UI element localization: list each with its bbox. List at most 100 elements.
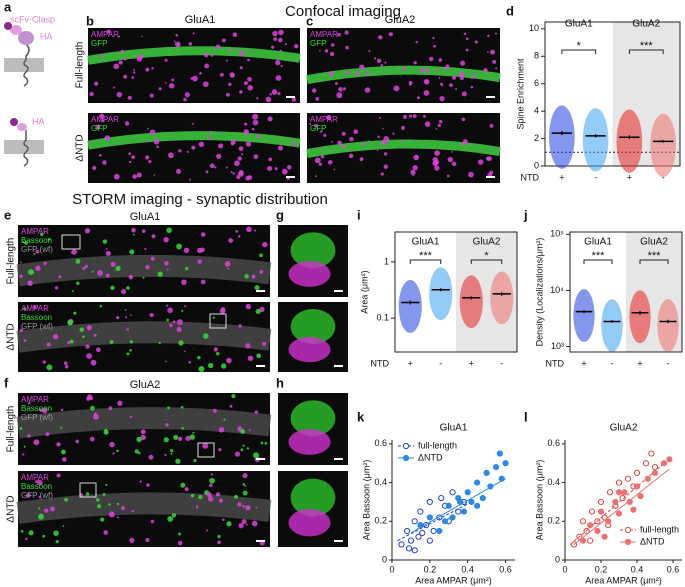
speckle bbox=[230, 171, 233, 174]
group-label: GluA1 bbox=[584, 237, 612, 248]
speckle bbox=[185, 266, 189, 271]
speckle bbox=[140, 429, 146, 435]
speckle bbox=[89, 436, 95, 442]
speckle bbox=[126, 286, 130, 290]
speckle bbox=[121, 288, 127, 295]
speckle bbox=[75, 439, 80, 444]
point bbox=[449, 489, 456, 496]
speckle bbox=[412, 174, 414, 177]
significance-bracket bbox=[470, 259, 503, 264]
speckle bbox=[141, 35, 143, 38]
legend-marker bbox=[402, 442, 410, 450]
speckle bbox=[471, 73, 476, 78]
speckle bbox=[105, 250, 111, 256]
speckle bbox=[460, 60, 466, 66]
speckle bbox=[424, 121, 431, 127]
speckle bbox=[204, 63, 210, 69]
speckle bbox=[235, 229, 239, 233]
significance-bracket bbox=[409, 259, 442, 264]
point bbox=[407, 537, 415, 544]
speckle bbox=[95, 124, 101, 130]
group-label: GluA1 bbox=[185, 14, 216, 26]
speckle bbox=[402, 66, 407, 71]
speckle bbox=[275, 59, 281, 66]
point bbox=[597, 498, 605, 506]
speckle bbox=[166, 268, 169, 271]
speckle bbox=[267, 116, 273, 122]
speckle bbox=[23, 445, 26, 448]
dendrite bbox=[306, 65, 501, 85]
speckle bbox=[108, 511, 115, 518]
point bbox=[612, 498, 619, 506]
speckle bbox=[97, 504, 102, 509]
speckle bbox=[190, 77, 194, 80]
speckle bbox=[136, 56, 143, 62]
point bbox=[479, 494, 486, 502]
speckle bbox=[163, 437, 169, 443]
speckle bbox=[256, 353, 261, 359]
speckle bbox=[365, 71, 369, 76]
speckle bbox=[199, 72, 202, 75]
speckle bbox=[103, 429, 109, 435]
speckle bbox=[364, 87, 371, 93]
speckle bbox=[231, 394, 236, 399]
speckle bbox=[171, 513, 177, 518]
speckle bbox=[495, 67, 498, 70]
legend-label: ΔNTD bbox=[418, 452, 443, 462]
significance-label: *** bbox=[419, 250, 433, 262]
speckle bbox=[424, 79, 427, 82]
speckle bbox=[330, 140, 333, 143]
speckle bbox=[191, 145, 196, 150]
speckle bbox=[239, 66, 243, 70]
speckle bbox=[287, 165, 292, 170]
zoom-box bbox=[197, 442, 215, 458]
speckle bbox=[71, 249, 78, 255]
speckle bbox=[139, 480, 142, 483]
speckle bbox=[471, 77, 474, 80]
speckle bbox=[328, 71, 334, 77]
channel-label: Bassoon bbox=[21, 404, 52, 413]
legend-marker bbox=[624, 538, 632, 546]
speckle bbox=[61, 457, 67, 462]
speckle bbox=[53, 333, 59, 340]
speckle bbox=[139, 173, 142, 175]
speckle bbox=[112, 86, 115, 89]
speckle bbox=[277, 145, 284, 151]
speckle bbox=[392, 132, 395, 135]
speckle bbox=[228, 82, 232, 87]
speckle bbox=[229, 404, 233, 408]
speckle bbox=[148, 160, 152, 164]
channel-label: Bassoon bbox=[21, 313, 52, 322]
group-label: GluA2 bbox=[385, 14, 416, 26]
speckle bbox=[156, 145, 159, 149]
speckle bbox=[292, 142, 297, 146]
point bbox=[570, 541, 578, 548]
speckle bbox=[108, 406, 113, 411]
point bbox=[587, 537, 594, 544]
speckle bbox=[462, 139, 468, 145]
point bbox=[633, 483, 641, 490]
x-axis-label: Area AMPAR (μm²) bbox=[585, 575, 662, 585]
point bbox=[430, 527, 437, 535]
speckle bbox=[265, 96, 272, 103]
speckle bbox=[251, 274, 256, 279]
speckle bbox=[435, 128, 438, 130]
point bbox=[594, 518, 601, 525]
speckle bbox=[198, 366, 205, 372]
speckle bbox=[185, 435, 191, 441]
speckle bbox=[146, 483, 150, 487]
point bbox=[426, 498, 433, 506]
point bbox=[644, 475, 651, 482]
speckle bbox=[176, 43, 180, 47]
membrane bbox=[4, 140, 44, 154]
speckle bbox=[259, 306, 265, 312]
speckle bbox=[425, 82, 428, 84]
row-label: Full-length bbox=[75, 42, 86, 89]
speckle bbox=[153, 138, 160, 145]
channel-label: AMPAR bbox=[91, 115, 119, 124]
speckle bbox=[167, 406, 171, 410]
x-tick-label: - bbox=[667, 358, 670, 368]
speckle bbox=[79, 327, 85, 333]
speckle bbox=[219, 72, 224, 77]
channel-label: AMPAR bbox=[21, 304, 49, 313]
